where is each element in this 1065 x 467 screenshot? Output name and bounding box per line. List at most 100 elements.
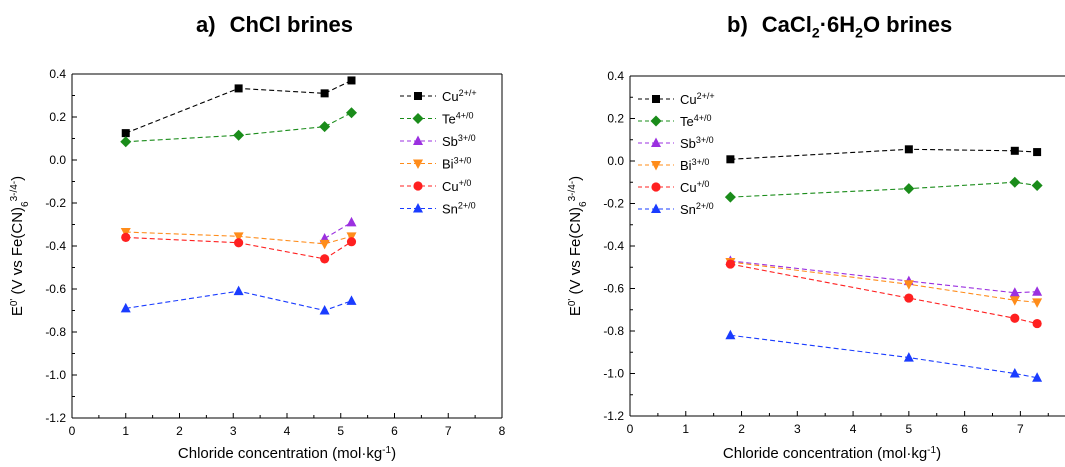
data-point <box>1032 318 1042 329</box>
x-tick-label: 7 <box>445 424 452 438</box>
series-group-b <box>724 145 1043 382</box>
x-tick-label: 0 <box>627 422 634 436</box>
data-point <box>346 295 357 305</box>
legend-marker <box>651 137 661 147</box>
legend-label: Cu+/0 <box>680 179 709 195</box>
data-point <box>346 232 357 242</box>
series-line-bi-3 <box>730 261 1038 303</box>
y-tick-label: -0.2 <box>603 197 624 211</box>
series-line-cu-4 <box>125 236 352 260</box>
data-point <box>903 183 915 195</box>
data-point <box>1032 298 1043 308</box>
x-tick-label: 3 <box>794 422 801 436</box>
axes-a: 0.4 0.2 0.0 -0.2 -0.4 -0.6 -0.8 -1.0 -1.20 1 2 3 4 5 6… <box>45 67 505 438</box>
axes-b: 0.4 0.2 0.0 -0.2 -0.4 -0.6 -0.8 -1.0 -1.20 1 2 3 4 5 6… <box>603 69 1065 436</box>
y-tick-label: -0.2 <box>45 196 66 210</box>
x-tick-label: 7 <box>1017 422 1024 436</box>
x-tick-label: 6 <box>391 424 398 438</box>
legend-label: Sn2+/0 <box>442 201 476 217</box>
data-point <box>233 129 245 141</box>
y-tick-label: -0.4 <box>45 239 66 253</box>
legend-label: Te4+/0 <box>680 113 712 129</box>
x-tick-label: 8 <box>499 424 506 438</box>
chart-title-b: b) CaCl2·6H2O brines <box>727 12 952 40</box>
data-point <box>1009 176 1021 188</box>
y-tick-label: -0.4 <box>603 239 624 253</box>
panel-title-text-b: CaCl2·6H2O brines <box>761 12 953 41</box>
data-point <box>120 302 131 313</box>
x-tick-label: 5 <box>337 424 344 438</box>
y-axis-label: E0' (V vs Fe(CN)63-/4-) <box>9 176 31 316</box>
chart-panel-a: a) ChCl brines 0.4 0.2 0.0 -0.2 -0.4 -0.6 -0.8 -… <box>0 0 532 467</box>
legend-marker <box>413 203 423 213</box>
data-point <box>234 238 244 248</box>
data-point <box>346 107 357 119</box>
legend-marker <box>413 135 423 145</box>
legend-marker <box>652 95 660 103</box>
series-line-te-1 <box>125 112 352 143</box>
y-tick-label: 0.2 <box>49 110 66 124</box>
legend-marker <box>651 182 661 192</box>
legend-marker <box>414 92 422 100</box>
data-point <box>903 352 914 362</box>
data-point <box>904 293 914 303</box>
data-point <box>233 232 244 242</box>
chart-title-a: a) ChCl brines <box>196 12 353 38</box>
legend-marker <box>413 181 423 191</box>
x-tick-label: 4 <box>850 422 857 436</box>
data-point <box>121 129 130 138</box>
legend-label: Cu2+/+ <box>442 88 477 104</box>
series-line-te-1 <box>730 181 1038 198</box>
legend-label: Cu+/0 <box>442 178 471 194</box>
x-tick-label: 0 <box>69 424 76 438</box>
data-point <box>904 145 913 154</box>
data-point <box>120 228 131 238</box>
y-tick-label: -1.0 <box>603 367 624 381</box>
x-tick-label: 4 <box>284 424 291 438</box>
data-point <box>120 136 132 148</box>
data-point <box>320 254 330 264</box>
data-point <box>1032 286 1043 296</box>
series-line-sb-2 <box>730 260 1038 294</box>
series-line-sn-5 <box>125 290 352 312</box>
series-line-sn-5 <box>730 334 1038 379</box>
panel-title-text-a: ChCl brines <box>229 12 354 37</box>
legend-a: Cu2+/+ Te4+/0 Sb3+/0 Bi3+/0 Cu+/0 Sn2+/0 <box>400 88 477 217</box>
series-line-cu-0 <box>125 79 352 134</box>
data-point <box>319 121 331 133</box>
y-tick-label: -0.8 <box>45 325 66 339</box>
panel-letter-b: b) <box>727 12 748 37</box>
legend-marker <box>412 113 424 124</box>
series-group-a <box>120 76 357 315</box>
legend-label: Te4+/0 <box>442 111 474 127</box>
data-point <box>1009 287 1020 297</box>
data-point <box>234 84 243 93</box>
series-line-cu-0 <box>730 148 1038 160</box>
legend-marker <box>413 159 423 169</box>
x-axis-label: Chloride concentration (mol·kg-1) <box>723 445 941 463</box>
y-tick-label: -0.6 <box>603 282 624 296</box>
x-tick-label: 1 <box>682 422 689 436</box>
legend-label: Sn2+/0 <box>680 201 714 217</box>
series-line-sb-2 <box>324 221 352 239</box>
series-line-cu-4 <box>730 263 1038 325</box>
legend-label: Cu2+/+ <box>680 91 715 107</box>
y-tick-label: -0.6 <box>45 282 66 296</box>
y-tick-label: 0.2 <box>607 112 624 126</box>
data-point <box>346 237 357 247</box>
panel-letter-a: a) <box>196 12 216 37</box>
data-point <box>121 232 131 242</box>
data-point <box>320 89 329 98</box>
legend-label: Sb3+/0 <box>442 133 476 149</box>
legend-marker <box>650 115 662 127</box>
data-point <box>903 280 914 290</box>
data-point <box>347 76 356 85</box>
data-point <box>346 216 357 227</box>
data-point <box>319 239 330 250</box>
x-tick-label: 2 <box>176 424 183 438</box>
data-point <box>725 329 736 340</box>
x-axis-label: Chloride concentration (mol·kg-1) <box>178 445 396 463</box>
x-tick-label: 3 <box>230 424 237 438</box>
data-point <box>233 285 244 296</box>
y-axis-label: E0' (V vs Fe(CN)63-/4-) <box>567 176 589 316</box>
